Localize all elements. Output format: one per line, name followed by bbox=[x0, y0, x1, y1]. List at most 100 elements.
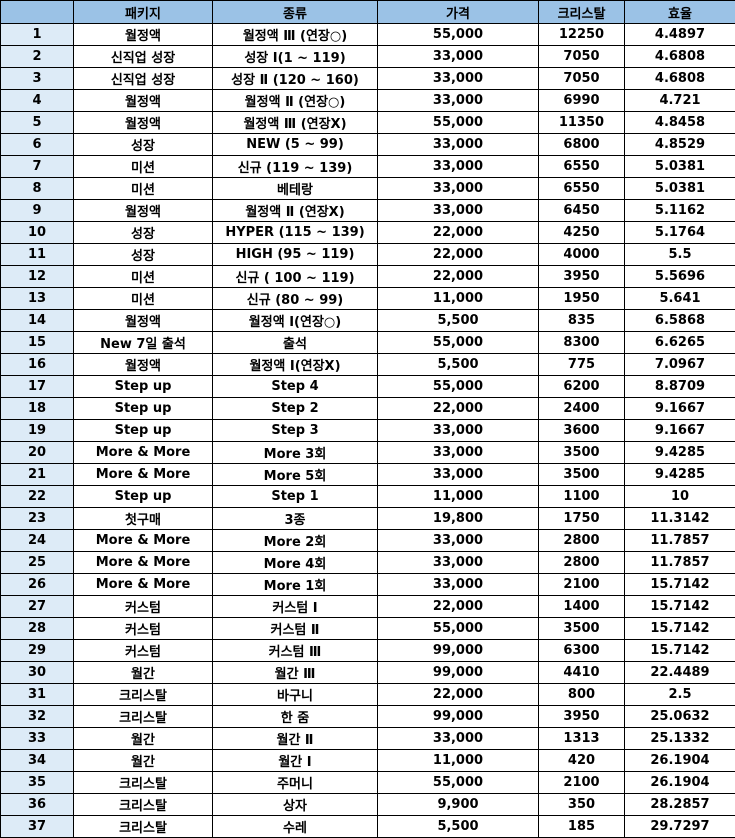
row-index-cell: 21 bbox=[1, 464, 74, 486]
package-cell: 크리스탈 bbox=[74, 772, 213, 794]
price-cell: 99,000 bbox=[378, 706, 539, 728]
price-cell: 22,000 bbox=[378, 266, 539, 288]
row-index-cell: 32 bbox=[1, 706, 74, 728]
crystal-cell: 3950 bbox=[539, 266, 625, 288]
header-package: 패키지 bbox=[74, 1, 213, 24]
crystal-cell: 6550 bbox=[539, 178, 625, 200]
crystal-cell: 6450 bbox=[539, 200, 625, 222]
row-index-cell: 6 bbox=[1, 134, 74, 156]
price-cell: 11,000 bbox=[378, 750, 539, 772]
type-cell: Step 4 bbox=[213, 376, 378, 398]
efficiency-cell: 15.7142 bbox=[625, 640, 735, 662]
crystal-cell: 6550 bbox=[539, 156, 625, 178]
row-index-cell: 24 bbox=[1, 530, 74, 552]
type-cell: More 1회 bbox=[213, 574, 378, 596]
package-cell: More & More bbox=[74, 464, 213, 486]
type-cell: 월간 Ⅱ bbox=[213, 728, 378, 750]
efficiency-cell: 5.5696 bbox=[625, 266, 735, 288]
type-cell: HYPER (115 ~ 139) bbox=[213, 222, 378, 244]
crystal-cell: 420 bbox=[539, 750, 625, 772]
efficiency-cell: 9.1667 bbox=[625, 398, 735, 420]
crystal-cell: 2400 bbox=[539, 398, 625, 420]
package-cell: 월간 bbox=[74, 728, 213, 750]
efficiency-cell: 5.0381 bbox=[625, 156, 735, 178]
row-index-cell: 34 bbox=[1, 750, 74, 772]
efficiency-cell: 28.2857 bbox=[625, 794, 735, 816]
row-index-cell: 29 bbox=[1, 640, 74, 662]
type-cell: 성장 Ⅰ(1 ~ 119) bbox=[213, 46, 378, 68]
row-index-cell: 2 bbox=[1, 46, 74, 68]
row-index-cell: 8 bbox=[1, 178, 74, 200]
price-cell: 33,000 bbox=[378, 728, 539, 750]
package-cell: 미션 bbox=[74, 266, 213, 288]
type-cell: Step 3 bbox=[213, 420, 378, 442]
crystal-cell: 3500 bbox=[539, 442, 625, 464]
price-cell: 33,000 bbox=[378, 552, 539, 574]
package-cell: 신직업 성장 bbox=[74, 46, 213, 68]
crystal-cell: 6990 bbox=[539, 90, 625, 112]
efficiency-cell: 4.721 bbox=[625, 90, 735, 112]
crystal-cell: 350 bbox=[539, 794, 625, 816]
package-cell: 월정액 bbox=[74, 24, 213, 46]
price-cell: 55,000 bbox=[378, 618, 539, 640]
crystal-cell: 2100 bbox=[539, 772, 625, 794]
type-cell: Step 1 bbox=[213, 486, 378, 508]
type-cell: 월정액 Ⅰ(연장○) bbox=[213, 310, 378, 332]
efficiency-cell: 11.7857 bbox=[625, 530, 735, 552]
type-cell: 커스텀 Ⅰ bbox=[213, 596, 378, 618]
price-cell: 33,000 bbox=[378, 68, 539, 90]
header-efficiency: 효율 bbox=[625, 1, 735, 24]
row-index-cell: 13 bbox=[1, 288, 74, 310]
package-cell: 성장 bbox=[74, 134, 213, 156]
price-cell: 33,000 bbox=[378, 420, 539, 442]
row-index-cell: 18 bbox=[1, 398, 74, 420]
price-cell: 11,000 bbox=[378, 288, 539, 310]
header-crystal: 크리스탈 bbox=[539, 1, 625, 24]
efficiency-cell: 4.6808 bbox=[625, 46, 735, 68]
price-cell: 33,000 bbox=[378, 574, 539, 596]
package-cell: 월정액 bbox=[74, 112, 213, 134]
row-index-cell: 22 bbox=[1, 486, 74, 508]
crystal-cell: 7050 bbox=[539, 46, 625, 68]
crystal-cell: 1400 bbox=[539, 596, 625, 618]
price-cell: 33,000 bbox=[378, 156, 539, 178]
price-cell: 5,500 bbox=[378, 354, 539, 376]
crystal-cell: 7050 bbox=[539, 68, 625, 90]
crystal-cell: 1950 bbox=[539, 288, 625, 310]
efficiency-cell: 6.5868 bbox=[625, 310, 735, 332]
header-index bbox=[1, 1, 74, 24]
efficiency-cell: 25.1332 bbox=[625, 728, 735, 750]
package-cell: 크리스탈 bbox=[74, 816, 213, 838]
price-cell: 9,900 bbox=[378, 794, 539, 816]
package-cell: More & More bbox=[74, 530, 213, 552]
price-cell: 33,000 bbox=[378, 442, 539, 464]
type-cell: 3종 bbox=[213, 508, 378, 530]
package-cell: 크리스탈 bbox=[74, 794, 213, 816]
row-index-cell: 14 bbox=[1, 310, 74, 332]
row-index-cell: 25 bbox=[1, 552, 74, 574]
price-cell: 33,000 bbox=[378, 178, 539, 200]
price-cell: 22,000 bbox=[378, 398, 539, 420]
type-cell: HIGH (95 ~ 119) bbox=[213, 244, 378, 266]
type-cell: 상자 bbox=[213, 794, 378, 816]
crystal-cell: 2800 bbox=[539, 530, 625, 552]
crystal-cell: 1313 bbox=[539, 728, 625, 750]
